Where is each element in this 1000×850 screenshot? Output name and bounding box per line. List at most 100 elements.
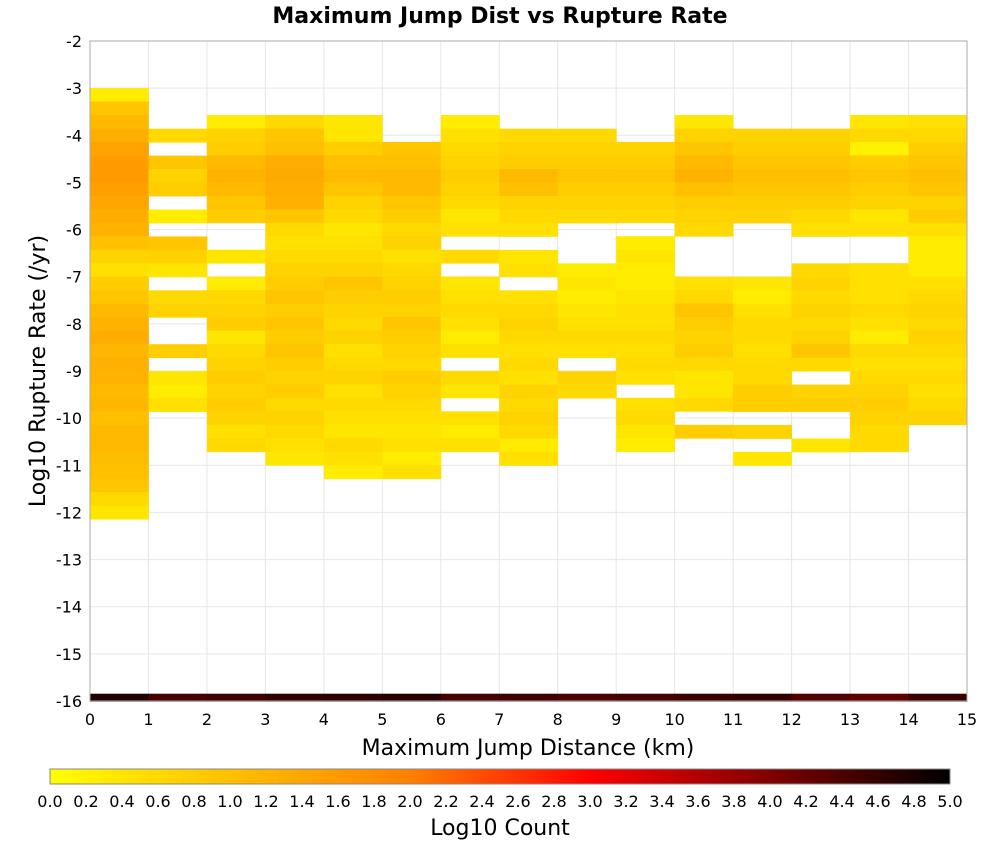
heatmap-cell	[733, 693, 792, 702]
heatmap-cell	[908, 128, 968, 143]
heatmap-cell	[90, 249, 149, 264]
heatmap-cell	[90, 155, 149, 170]
heatmap-cell	[206, 141, 266, 156]
heatmap-cell	[323, 249, 383, 264]
heatmap-cell	[206, 195, 266, 210]
heatmap-cell	[616, 290, 676, 304]
colorbar-tick-label: 1.4	[289, 792, 314, 811]
heatmap-cell	[674, 182, 734, 197]
heatmap-cell	[323, 155, 383, 170]
heatmap-cell	[850, 303, 909, 318]
heatmap-cell	[908, 195, 968, 210]
heatmap-cell	[323, 397, 383, 412]
heatmap-cell	[674, 209, 734, 224]
colorbar-tick-label: 2.0	[397, 792, 422, 811]
heatmap-cell	[908, 222, 968, 237]
heatmap-cell	[265, 249, 325, 264]
colorbar-bar	[49, 768, 951, 785]
y-tick-label: -16	[56, 692, 82, 711]
heatmap-cell	[323, 465, 383, 480]
heatmap-cell	[499, 249, 559, 264]
heatmap-cells	[90, 88, 968, 702]
heatmap-cell	[616, 438, 676, 453]
x-tick-label: 4	[319, 710, 329, 729]
heatmap-cell	[90, 236, 149, 251]
heatmap-cell	[674, 128, 734, 143]
heatmap-cell	[733, 317, 792, 332]
x-tick-label: 8	[553, 710, 563, 729]
heatmap-cell	[440, 693, 500, 702]
heatmap-cell	[206, 209, 266, 224]
y-axis-title: Log10 Rupture Rate (/yr)	[26, 235, 51, 507]
heatmap-cell	[850, 141, 909, 156]
heatmap-cell	[323, 693, 383, 702]
heatmap-cell	[908, 343, 968, 358]
heatmap-cell	[908, 290, 968, 304]
heatmap-cell	[616, 424, 676, 439]
heatmap-cell	[440, 330, 500, 345]
heatmap-cell	[323, 357, 383, 372]
heatmap-cell	[90, 303, 149, 318]
heatmap-cell	[440, 155, 500, 170]
heatmap-cell	[90, 478, 149, 493]
heatmap-cell	[323, 303, 383, 318]
heatmap-cell	[440, 370, 500, 385]
heatmap-cell	[557, 317, 617, 332]
colorbar-tick-label: 2.8	[541, 792, 566, 811]
heatmap-cell	[908, 411, 968, 426]
heatmap-cell	[382, 303, 442, 318]
heatmap-cell	[90, 115, 149, 129]
heatmap-cell	[206, 424, 266, 439]
heatmap-cell	[908, 276, 968, 291]
heatmap-cell	[557, 209, 617, 224]
heatmap-cell	[791, 222, 851, 237]
heatmap-cell	[791, 344, 851, 359]
heatmap-cell	[850, 263, 909, 278]
heatmap-cell	[148, 155, 208, 170]
heatmap-cell	[440, 303, 500, 318]
heatmap-cell	[674, 303, 734, 318]
x-tick-label: 9	[611, 710, 621, 729]
y-tick-label: -14	[56, 598, 82, 617]
colorbar-tick-label: 3.6	[685, 792, 710, 811]
heatmap-cell	[908, 141, 968, 156]
heatmap-cell	[265, 303, 325, 318]
x-tick-label: 2	[202, 710, 212, 729]
heatmap-cell	[850, 411, 909, 426]
heatmap-cell	[908, 317, 968, 331]
heatmap-cell	[440, 141, 500, 156]
x-tick-label: 11	[723, 710, 743, 729]
heatmap-cell	[323, 195, 383, 210]
heatmap-cell	[557, 371, 617, 385]
heatmap-cell	[791, 303, 851, 318]
heatmap-cell	[850, 693, 909, 702]
heatmap-cell	[382, 384, 442, 399]
heatmap-cell	[616, 693, 676, 702]
heatmap-cell	[265, 317, 325, 331]
heatmap-cell	[323, 343, 383, 358]
heatmap-cell	[557, 196, 617, 210]
heatmap-cell	[382, 370, 442, 385]
heatmap-cell	[499, 155, 559, 170]
heatmap-cell	[791, 196, 851, 210]
heatmap-cell	[850, 195, 909, 210]
heatmap-cell	[148, 209, 208, 224]
heatmap-cell	[557, 263, 617, 278]
heatmap-cell	[733, 142, 792, 157]
heatmap-cell	[265, 357, 325, 372]
y-tick-label: -5	[66, 173, 82, 192]
heatmap-cell	[499, 424, 559, 439]
heatmap-cell	[908, 249, 968, 264]
heatmap-cell	[265, 236, 325, 251]
colorbar-tick-label: 0.8	[181, 792, 206, 811]
y-tick-label: -8	[66, 315, 82, 334]
colorbar-tick-label: 1.8	[361, 792, 386, 811]
heatmap-cell	[499, 222, 559, 237]
heatmap-cell	[616, 195, 676, 210]
heatmap-cell	[265, 209, 325, 224]
heatmap-cell	[440, 115, 500, 129]
heatmap-cell	[850, 222, 909, 237]
heatmap-cell	[616, 370, 676, 385]
heatmap-cell	[90, 317, 149, 331]
